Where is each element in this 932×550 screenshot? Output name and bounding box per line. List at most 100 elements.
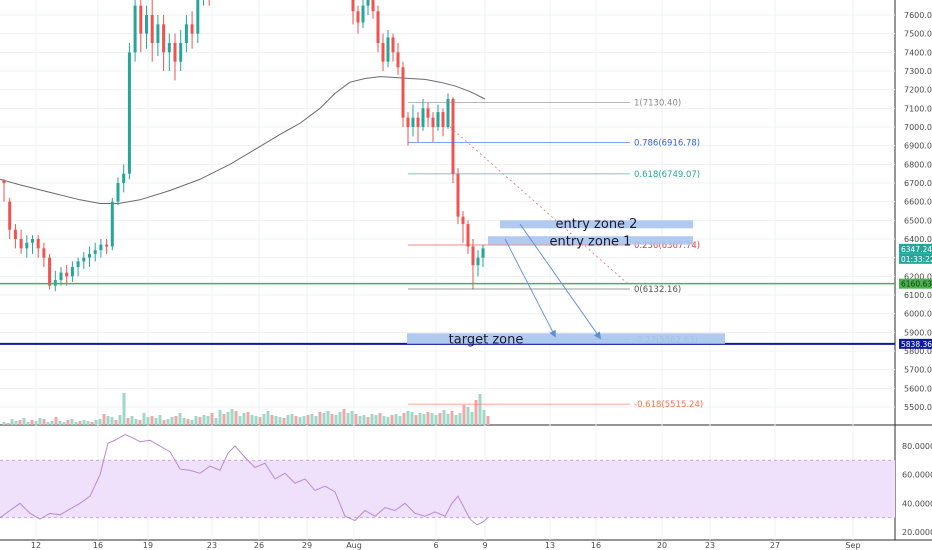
volume-bar — [346, 413, 350, 425]
candle-body — [65, 272, 69, 277]
price-tick-label: 5800.00 — [904, 347, 932, 356]
candle-body — [471, 246, 475, 266]
candle-body — [31, 239, 34, 243]
candle-body — [133, 5, 137, 53]
volume-bar — [22, 418, 26, 425]
volume-bar — [78, 421, 82, 425]
candle-body — [386, 37, 390, 62]
volume-bar — [214, 418, 218, 425]
volume-bar — [10, 419, 14, 425]
candle-body — [396, 52, 400, 68]
volume-bar — [406, 411, 410, 425]
volume-bar — [310, 414, 314, 425]
volume-bar — [190, 420, 194, 425]
volume-bar — [134, 419, 138, 425]
candle-body — [406, 117, 410, 127]
zone-box — [407, 333, 725, 344]
candle-body — [173, 43, 177, 62]
volume-bar — [334, 415, 338, 425]
candle-body — [381, 43, 385, 62]
volume-bar — [122, 393, 126, 425]
volume-bar — [146, 417, 150, 425]
volume-bar — [258, 417, 262, 425]
volume-bar — [370, 414, 374, 425]
candle-body — [196, 0, 200, 34]
volume-bar — [430, 413, 434, 425]
volume-bar — [454, 415, 458, 425]
time-tick-label: 29 — [302, 541, 312, 550]
candle-body — [361, 5, 365, 23]
volume-bar — [170, 417, 174, 425]
volume-bar — [474, 400, 478, 425]
fib-level-label: 0.236(6367.74) — [634, 241, 700, 251]
volume-bar — [462, 405, 466, 425]
volume-bar — [202, 415, 206, 425]
time-tick-label: 19 — [143, 541, 153, 550]
candle-body — [461, 216, 465, 225]
price-tick-label: 7200.00 — [904, 86, 932, 95]
volume-bar — [6, 423, 10, 425]
time-tick-label: 16 — [591, 541, 601, 550]
volume-bar — [82, 420, 86, 425]
volume-bar — [422, 414, 426, 425]
volume-bar — [126, 418, 130, 425]
volume-bar — [98, 419, 102, 425]
candle-body — [110, 201, 114, 247]
volume-bar — [222, 414, 226, 425]
candle-body — [351, 0, 355, 12]
candle-body — [42, 248, 46, 258]
volume-bar — [302, 416, 306, 425]
volume-bar — [138, 420, 142, 425]
zone-label: entry zone 2 — [556, 217, 638, 232]
price-badge — [899, 278, 932, 289]
zone-box — [500, 220, 693, 229]
price-tick-label: 7500.00 — [904, 30, 932, 39]
candle-body — [53, 280, 57, 286]
candle-body — [59, 272, 63, 281]
volume-bar — [410, 412, 414, 425]
time-tick-label: 26 — [254, 541, 264, 550]
volume-bar — [230, 409, 234, 425]
candle-body — [70, 267, 74, 277]
candle-body — [391, 37, 395, 53]
volume-bar — [102, 414, 106, 425]
volume-bar — [342, 409, 346, 425]
candle-body — [13, 229, 17, 239]
volume-bar — [110, 417, 114, 425]
volume-bar — [46, 422, 50, 425]
volume-bar — [434, 415, 438, 425]
time-tick-label: 20 — [657, 541, 667, 550]
candle-body — [184, 24, 188, 43]
volume-bar — [90, 422, 94, 425]
volume-bar — [362, 415, 366, 425]
volume-bar — [458, 413, 462, 425]
volume-bar — [294, 416, 298, 425]
volume-bar — [94, 420, 98, 425]
zone-box — [488, 236, 693, 245]
rsi-tick-label: 40.0000 — [902, 499, 932, 508]
volume-bar — [198, 417, 202, 425]
volume-bar — [426, 412, 430, 425]
volume-bar — [254, 416, 258, 425]
time-tick-label: 23 — [207, 541, 217, 550]
price-tick-label: 6700.00 — [904, 179, 932, 188]
price-tick-label: 6000.00 — [904, 310, 932, 319]
candle-body — [122, 173, 126, 183]
volume-bar — [158, 415, 162, 425]
candle-body — [82, 257, 86, 262]
price-badge-label: 5838.36 — [901, 340, 932, 349]
volume-bar — [26, 422, 30, 425]
candle-body — [401, 67, 405, 118]
price-tick-label: 5900.00 — [904, 328, 932, 337]
moving-average-line — [0, 76, 486, 205]
volume-bar — [366, 417, 370, 425]
arrow-entry2-to-target — [519, 223, 602, 340]
volume-bar — [450, 411, 454, 425]
candle-body — [411, 117, 415, 127]
candle-body — [48, 257, 52, 286]
volume-bar — [338, 412, 342, 425]
volume-bar — [178, 413, 182, 425]
